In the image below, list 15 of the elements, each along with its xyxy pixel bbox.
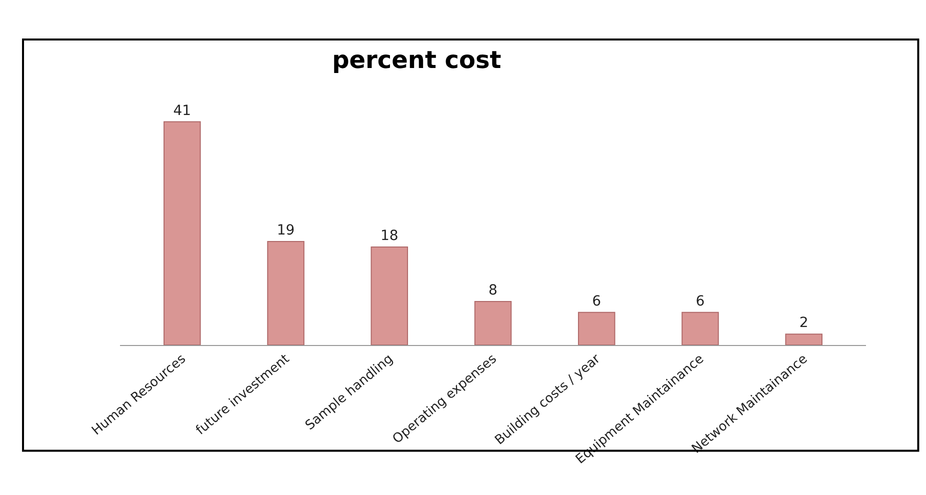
- bar: [474, 300, 512, 345]
- data-label: 41: [173, 102, 192, 119]
- bar: [785, 334, 822, 345]
- data-label: 6: [592, 293, 602, 310]
- data-label: 19: [276, 222, 295, 239]
- data-label: 18: [380, 228, 398, 244]
- data-label: 6: [696, 293, 705, 310]
- bar: [370, 246, 408, 345]
- chart-title: percent cost: [332, 46, 502, 74]
- data-label: 2: [799, 315, 808, 332]
- data-label: 8: [488, 282, 498, 298]
- bar: [578, 312, 616, 345]
- bar: [164, 121, 201, 345]
- bar: [267, 241, 304, 345]
- bar: [682, 312, 719, 345]
